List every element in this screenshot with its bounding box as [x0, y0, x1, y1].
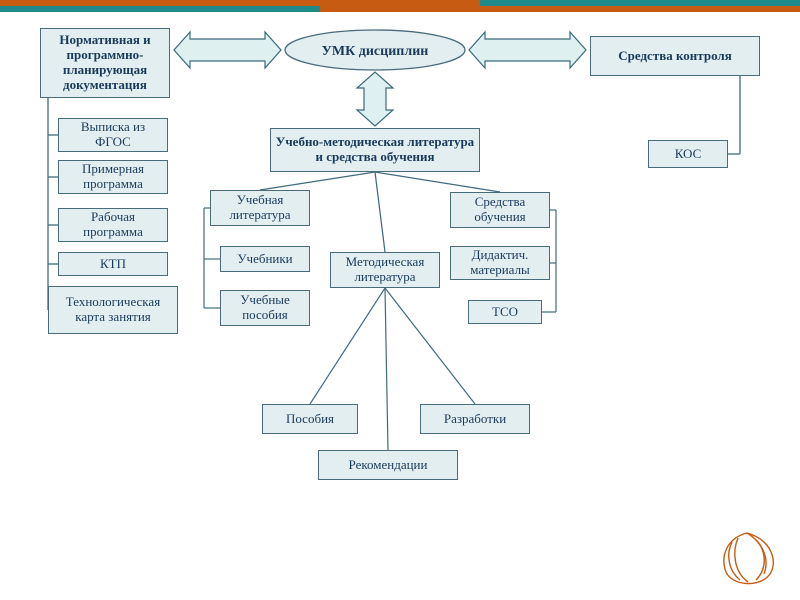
- node-kos: КОС: [648, 140, 728, 168]
- logo-icon: [712, 528, 782, 588]
- node-method: Методическая литература: [330, 252, 440, 288]
- node-dev: Разработки: [420, 404, 530, 434]
- node-didactic: Дидактич. материалы: [450, 246, 550, 280]
- svg-text:УМК дисциплин: УМК дисциплин: [322, 44, 429, 59]
- decorative-top-bar: [0, 0, 800, 14]
- node-edu_lit: Учебно-методическая литература и средств…: [270, 128, 480, 172]
- node-control: Средства контроля: [590, 36, 760, 76]
- node-fgos: Выписка из ФГОС: [58, 118, 168, 152]
- node-textbooks: Учебники: [220, 246, 310, 272]
- node-techmap: Технологическая карта занятия: [48, 286, 178, 334]
- node-aids: Пособия: [262, 404, 358, 434]
- node-recom: Рекомендации: [318, 450, 458, 480]
- node-manuals: Учебные пособия: [220, 290, 310, 326]
- node-ktp: КТП: [58, 252, 168, 276]
- node-norm: Нормативная и программно-планирующая док…: [40, 28, 170, 98]
- node-means: Средства обучения: [450, 192, 550, 228]
- node-work: Рабочая программа: [58, 208, 168, 242]
- node-tso: ТСО: [468, 300, 542, 324]
- node-study_lit: Учебная литература: [210, 190, 310, 226]
- node-approx: Примерная программа: [58, 160, 168, 194]
